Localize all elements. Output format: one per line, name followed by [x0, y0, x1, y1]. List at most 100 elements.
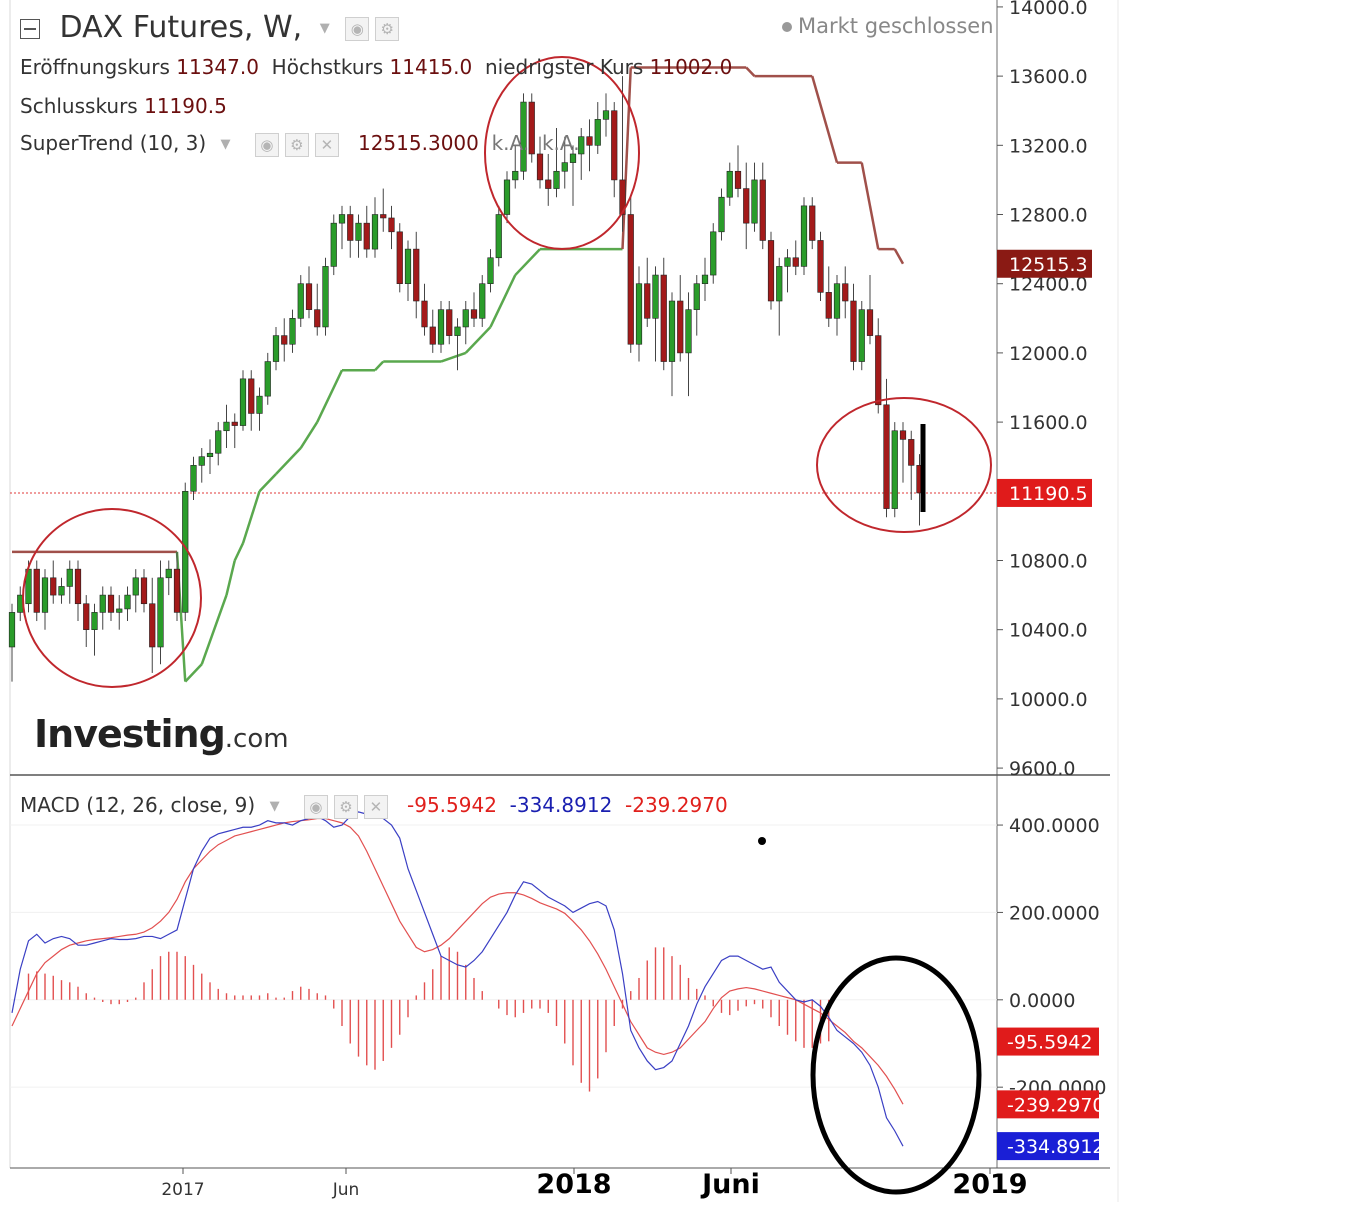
annotation-circle-top [484, 56, 640, 250]
candle-body [553, 170, 560, 189]
macd-eye-icon[interactable]: ◉ [303, 794, 328, 819]
supertrend-segment [233, 542, 245, 562]
candle-body [437, 309, 445, 345]
candle-body [825, 292, 832, 319]
candle-body [817, 240, 824, 293]
supertrend-segment [745, 66, 756, 77]
low-value: 11002.0 [649, 55, 733, 79]
candle-body [487, 257, 494, 285]
price-tick-label: 10400.0 [1009, 620, 1088, 642]
candle-body [347, 214, 354, 241]
last-price-badge-text: 11190.5 [1009, 483, 1088, 505]
macd-hist-value: -95.5942 [407, 793, 497, 817]
macd-caret-icon[interactable]: ▼ [269, 799, 280, 814]
supertrend-price-badge-bg [997, 249, 1092, 278]
supertrend-segment [489, 274, 517, 328]
supertrend-row: SuperTrend (10, 3) ▼ ◉ ⚙ ✕ 12515.3000 k.A.… [20, 131, 580, 157]
candle-body [767, 240, 775, 302]
annotation-circle-macd [810, 955, 982, 1195]
macd-label: MACD (12, 26, close, 9) [20, 793, 256, 817]
macd-badge-text: -334.8912 [1007, 1136, 1105, 1158]
high-label: Höchstkurs [271, 55, 384, 79]
candle-body [495, 214, 502, 259]
dropdown-caret-icon[interactable]: ▼ [319, 21, 330, 36]
price-tick-label: 12400.0 [1009, 274, 1088, 296]
candle-body [413, 248, 420, 302]
candle-body [132, 577, 139, 596]
candle-body [627, 214, 634, 345]
price-tick-label: 11600.0 [1009, 412, 1088, 434]
candle-body [198, 456, 205, 466]
macd-line-value: -334.8912 [509, 793, 613, 817]
candle-body [594, 119, 601, 146]
supertrend-segment [440, 351, 467, 363]
macd-badge-bg [997, 1132, 1099, 1161]
candle-body [652, 274, 659, 319]
right-margin [1118, 0, 1370, 1202]
macd-tick-label: 400.0000 [1009, 815, 1100, 837]
candle-body [718, 196, 725, 233]
candle-body [215, 430, 222, 454]
candle-body [264, 361, 271, 397]
candle-body [569, 153, 577, 163]
candle-body [611, 110, 618, 181]
macd-tick-label: 0.0000 [1009, 990, 1075, 1012]
macd-close-icon[interactable]: ✕ [363, 794, 388, 819]
candle-body [635, 283, 643, 345]
candle-body [74, 568, 82, 605]
ohlc-row: Eröffnungskurs 11347.0 Höchstkurs 11415.… [20, 55, 732, 79]
candle-body [338, 214, 346, 224]
candle-body [743, 188, 750, 224]
candle-body [281, 335, 288, 345]
supertrend-na-1: k.A. [491, 131, 530, 155]
collapse-icon[interactable] [20, 18, 40, 39]
candle-body [899, 430, 907, 440]
supertrend-segment [299, 421, 319, 449]
supertrend-close-icon[interactable]: ✕ [314, 132, 339, 157]
candle-body [404, 248, 412, 285]
eye-icon[interactable]: ◉ [345, 16, 370, 41]
candle-body [33, 568, 40, 613]
supertrend-gear-icon[interactable]: ⚙ [284, 132, 309, 157]
close-row: Schlusskurs 11190.5 [20, 94, 227, 118]
price-tick-label: 13600.0 [1009, 66, 1088, 88]
time-tick-label: 2019 [952, 1169, 1027, 1200]
close-value: 11190.5 [144, 94, 227, 118]
annotation-circle-left [22, 508, 202, 688]
time-tick-label: 2017 [161, 1180, 204, 1200]
signal-badge-text: -239.2970 [1007, 1094, 1105, 1116]
candle-body [792, 257, 799, 267]
supertrend-price-badge-text: 12515.3 [1009, 254, 1088, 276]
candle-body [908, 439, 915, 466]
candle-body [545, 179, 552, 189]
candle-body [875, 335, 882, 406]
candle-body [503, 179, 511, 215]
supertrend-na-2: k.A. [541, 131, 580, 155]
candle-body [454, 326, 461, 336]
candle-body [866, 309, 874, 336]
candle-body [371, 214, 379, 250]
candle-body [50, 577, 57, 596]
supertrend-eye-icon[interactable]: ◉ [254, 132, 279, 157]
candle-body [858, 309, 865, 362]
supertrend-segment [241, 490, 261, 544]
supertrend-segment [893, 248, 905, 265]
supertrend-caret-icon[interactable]: ▼ [220, 137, 231, 152]
market-status: Markt geschlossen [782, 14, 994, 38]
macd-signal-value: -239.2970 [625, 793, 728, 817]
candle-body [528, 101, 535, 155]
supertrend-flip [621, 67, 632, 250]
macd-gear-icon[interactable]: ⚙ [333, 794, 358, 819]
candle-body [289, 318, 296, 345]
gear-icon[interactable]: ⚙ [375, 16, 400, 41]
candle-body [751, 179, 758, 224]
time-tick-label: Juni [700, 1169, 760, 1200]
candle-body [8, 612, 16, 648]
chart-title: DAX Futures, W, [59, 10, 303, 45]
candle-body [668, 300, 676, 362]
annotation-circle-right [816, 397, 992, 533]
candle-body [41, 577, 49, 613]
candle-body [512, 170, 519, 181]
